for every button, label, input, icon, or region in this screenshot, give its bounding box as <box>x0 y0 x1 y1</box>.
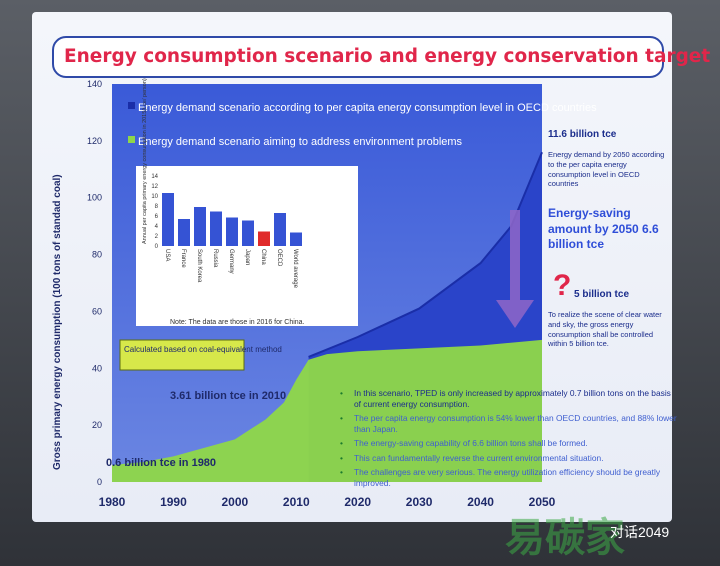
inset-category-label: USA <box>164 249 170 261</box>
y-axis: 0 20 40 60 80 100 120 140 <box>87 79 102 487</box>
y-tick-label: 140 <box>87 79 102 89</box>
inset-category-label: World average <box>292 249 298 289</box>
legend-swatch-oecd <box>128 102 135 109</box>
inset-y-tick: 12 <box>151 184 158 190</box>
y-tick-label: 40 <box>92 363 102 373</box>
inset-y-tick: 6 <box>155 214 159 220</box>
inset-bar <box>242 220 254 246</box>
inset-y-tick: 8 <box>155 204 159 210</box>
right-top-desc: Energy demand by 2050 according to the p… <box>548 150 665 189</box>
slide-title: Energy consumption scenario and energy c… <box>64 46 711 67</box>
inset-category-label: Russia <box>212 249 218 268</box>
x-tick-label: 1990 <box>160 495 187 509</box>
y-tick-label: 100 <box>87 193 102 203</box>
x-tick-label: 1980 <box>99 495 126 509</box>
y-tick-label: 120 <box>87 136 102 146</box>
inset-category-label: China <box>260 249 266 265</box>
target-desc: To realize the scene of clear water and … <box>548 310 662 349</box>
inset-y-tick: 14 <box>151 174 158 180</box>
annotation-2010: 3.61 billion tce in 2010 <box>170 390 286 402</box>
inset-bar <box>210 211 222 246</box>
right-top-value: 11.6 billion tce <box>548 129 617 140</box>
legend: Energy demand scenario according to per … <box>128 102 597 148</box>
inset-note: Note: The data are those in 2016 for Chi… <box>170 319 305 326</box>
inset-bar <box>178 219 190 246</box>
x-tick-label: 2000 <box>222 495 249 509</box>
inset-category-label: Japan <box>244 249 250 265</box>
inset-category-label: OECD <box>276 249 282 267</box>
question-mark: ? <box>553 269 572 302</box>
wechat-label: 对话2049 <box>610 524 670 540</box>
inset-category-label: Germany <box>228 249 234 274</box>
bullet-list: In this scenario, TPED is only increased… <box>300 388 680 492</box>
x-tick-label: 2050 <box>529 495 556 509</box>
inset-bar <box>226 217 238 246</box>
inset-category-label: France <box>180 249 186 268</box>
inset-chart: Annual per capita primary energy consump… <box>136 78 358 326</box>
inset-bar <box>258 231 270 246</box>
x-tick-label: 2040 <box>467 495 494 509</box>
inset-y-tick: 4 <box>155 224 159 230</box>
inset-bar <box>274 213 286 246</box>
target-value: 5 billion tce <box>574 289 630 300</box>
bullet-item: In this scenario, TPED is only increased… <box>340 388 680 409</box>
x-tick-label: 2010 <box>283 495 310 509</box>
bullet-item: The per capita energy consumption is 54%… <box>340 413 680 434</box>
x-tick-label: 2030 <box>406 495 433 509</box>
inset-y-tick: 0 <box>155 244 159 250</box>
y-tick-label: 80 <box>92 250 102 260</box>
y-tick-label: 20 <box>92 420 102 430</box>
inset-y-tick: 2 <box>155 234 159 240</box>
legend-swatch-environment <box>128 136 135 143</box>
inset-bar <box>162 193 174 246</box>
y-tick-label: 0 <box>97 477 102 487</box>
legend-label-oecd: Energy demand scenario according to per … <box>138 102 597 114</box>
watermark-logo: 易碳家 <box>505 515 625 561</box>
bullet-item: The energy-saving capability of 6.6 bill… <box>340 438 680 449</box>
inset-category-label: South Korea <box>196 249 202 283</box>
inset-bar <box>290 232 302 246</box>
y-tick-label: 60 <box>92 306 102 316</box>
bullet-item: This can fundamentally reverse the curre… <box>340 453 680 464</box>
energy-saving-text: Energy-saving amount by 2050 6.6 billion… <box>548 206 659 252</box>
title-banner: Energy consumption scenario and energy c… <box>52 36 710 78</box>
inset-bar <box>194 207 206 246</box>
annotation-1980: 0.6 billion tce in 1980 <box>106 457 216 469</box>
coal-note-text: Calculated based on coal-equivalent meth… <box>124 345 282 354</box>
x-axis: 1980 1990 2000 2010 2020 2030 2040 2050 <box>99 495 556 509</box>
x-tick-label: 2020 <box>344 495 371 509</box>
inset-y-label: Annual per capita primary energy consump… <box>142 78 148 244</box>
bullet-item: The challenges are very serious. The ene… <box>340 467 680 488</box>
coal-note-box <box>119 339 245 371</box>
legend-label-environment: Energy demand scenario aiming to address… <box>138 136 463 148</box>
inset-y-tick: 10 <box>151 194 158 200</box>
saving-arrow <box>496 210 534 328</box>
y-axis-label: Gross primary energy consumption (100 to… <box>52 174 63 470</box>
